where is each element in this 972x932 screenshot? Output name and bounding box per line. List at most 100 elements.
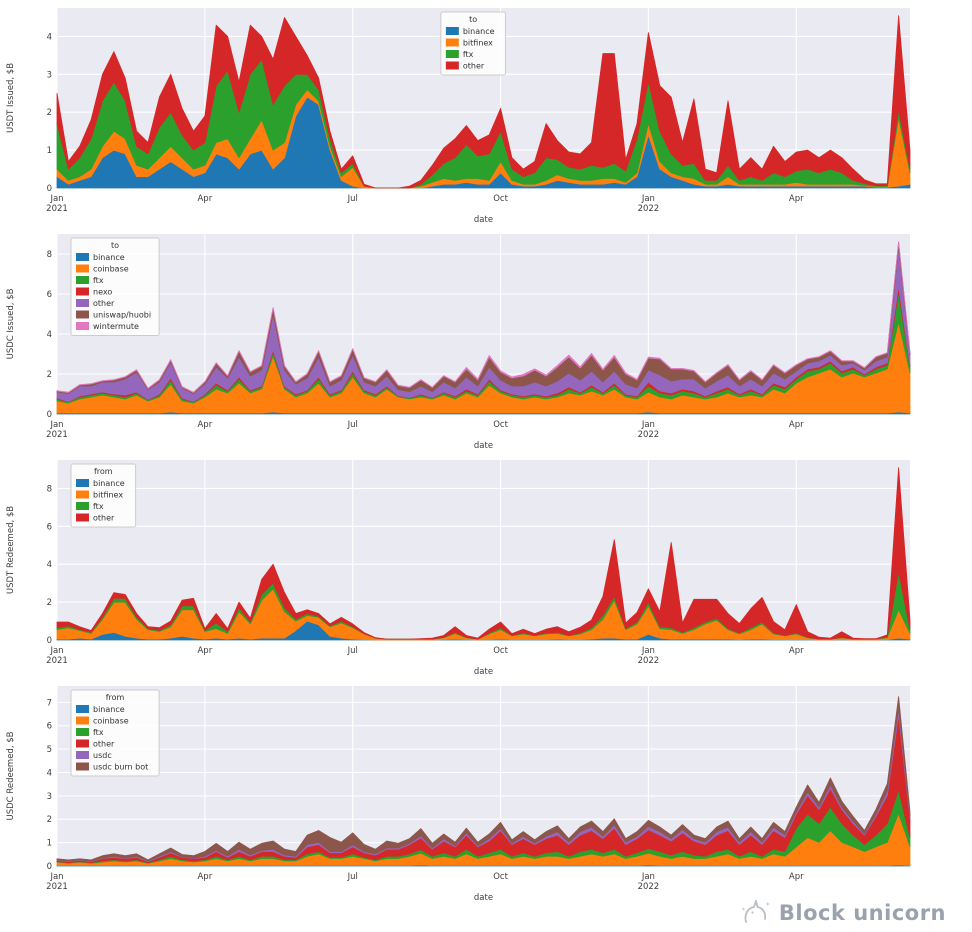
x-axis-label: date xyxy=(474,667,493,677)
legend-title: from xyxy=(106,693,125,702)
x-tick-label: Apr xyxy=(197,420,212,430)
x-tick-label: Oct xyxy=(493,194,508,204)
legend-swatch-ftx xyxy=(76,502,89,510)
legend-label: binance xyxy=(93,253,125,262)
x-tick-label: Jan xyxy=(49,646,63,656)
x-tick-label: Apr xyxy=(197,872,212,882)
legend: to binance bitfinex ftx other xyxy=(440,11,506,76)
legend-swatch-binance xyxy=(76,705,89,713)
legend-label: ftx xyxy=(93,502,104,511)
usdt-redeemed-chart: 0 2 4 6 8 Jan 2021 Apr Jul Oct Jan 2022 Apr USDT Rede… xyxy=(0,454,972,680)
x-tick-label: Jan xyxy=(49,194,63,204)
y-tick-label: 2 xyxy=(47,370,52,380)
y-tick-label: 0 xyxy=(47,636,52,646)
usdt-issued-chart: 0 1 2 3 4 Jan 2021 Apr Jul Oct Jan 2022 Apr USDT Issu… xyxy=(0,2,972,228)
y-tick-label: 6 xyxy=(47,290,52,300)
x-tick-label: Jan xyxy=(641,646,655,656)
legend: from binance bitfinex ftx other xyxy=(70,463,137,528)
legend-label: uniswap/huobi xyxy=(93,311,151,320)
legend-swatch-coinbase xyxy=(76,264,89,273)
legend-label: binance xyxy=(93,479,125,488)
legend-label: other xyxy=(93,740,115,749)
x-tick-label: Jan xyxy=(641,194,655,204)
legend-label: other xyxy=(93,514,115,523)
y-axis-label: USDT Issued, $B xyxy=(6,63,16,133)
x-tick-label: Apr xyxy=(197,194,212,204)
y-tick-label: 1 xyxy=(47,839,52,849)
y-tick-label: 8 xyxy=(47,484,52,494)
legend-swatch-binance xyxy=(76,253,89,261)
charts-stack: 0 1 2 3 4 Jan 2021 Apr Jul Oct Jan 2022 Apr USDT Issu… xyxy=(0,2,972,906)
y-tick-label: 0 xyxy=(47,862,52,872)
legend-label: ftx xyxy=(93,276,104,285)
y-tick-label: 4 xyxy=(47,768,52,778)
y-tick-label: 0 xyxy=(47,184,52,194)
x-tick-year-label: 2022 xyxy=(638,204,660,214)
legend-label: coinbase xyxy=(93,265,129,274)
legend-label: binance xyxy=(463,27,495,36)
series-area-usdc-burn-bot xyxy=(56,696,911,862)
y-tick-label: 0 xyxy=(47,410,52,420)
y-axis-label: USDC Issued, $B xyxy=(6,288,16,359)
legend-swatch-bitfinex xyxy=(445,38,459,47)
y-tick-label: 4 xyxy=(47,32,52,42)
legend-swatch-binance xyxy=(445,27,459,35)
y-tick-label: 5 xyxy=(47,745,52,755)
legend-swatch-bitfinex xyxy=(76,490,89,499)
legend-label: other xyxy=(93,299,115,308)
legend-box xyxy=(70,689,160,777)
block-unicorn-watermark: Block unicorn xyxy=(740,900,946,926)
legend-label: ftx xyxy=(93,728,104,737)
legend-swatch-ftx xyxy=(76,276,89,284)
legend-swatch-coinbase xyxy=(76,716,89,725)
x-tick-label: Oct xyxy=(493,872,508,882)
x-tick-label: Apr xyxy=(789,646,804,656)
y-tick-label: 1 xyxy=(47,146,52,156)
legend-swatch-uniswap-huobi xyxy=(76,310,89,319)
series-area-other xyxy=(56,467,911,640)
legend-swatch-other xyxy=(76,513,89,522)
legend-label: other xyxy=(463,62,485,71)
y-tick-label: 7 xyxy=(47,698,52,708)
legend-label: ftx xyxy=(463,50,474,59)
y-axis-label: USDT Redeemed, $B xyxy=(6,506,16,594)
x-axis-label: date xyxy=(474,441,493,451)
y-tick-label: 3 xyxy=(47,792,52,802)
legend-label: bitfinex xyxy=(463,39,493,48)
y-tick-label: 4 xyxy=(47,330,52,340)
x-tick-label: Jan xyxy=(49,872,63,882)
y-tick-label: 6 xyxy=(47,722,52,732)
legend-label: binance xyxy=(93,705,125,714)
x-tick-label: Oct xyxy=(493,420,508,430)
y-tick-label: 2 xyxy=(47,598,52,608)
y-tick-label: 2 xyxy=(47,815,52,825)
x-tick-year-label: 2021 xyxy=(46,656,68,666)
legend-label: bitfinex xyxy=(93,491,123,500)
x-tick-label: Apr xyxy=(789,194,804,204)
series-area-other xyxy=(56,15,911,189)
usdc-issued-chart: 0 2 4 6 8 Jan 2021 Apr Jul Oct Jan 2022 Apr USDC Issu… xyxy=(0,228,972,454)
legend-swatch-other xyxy=(76,299,89,307)
x-tick-year-label: 2021 xyxy=(46,204,68,214)
legend: from binance coinbase ftx other usdc usdc burn… xyxy=(70,689,160,777)
y-tick-label: 6 xyxy=(47,522,52,532)
x-tick-label: Jan xyxy=(641,872,655,882)
legend-swatch-ftx xyxy=(76,728,89,736)
watermark-text: Block unicorn xyxy=(778,901,946,925)
legend-swatch-usdc-burn-bot xyxy=(76,762,89,771)
x-tick-label: Apr xyxy=(789,872,804,882)
legend-swatch-wintermute xyxy=(76,322,89,330)
x-tick-label: Jan xyxy=(641,420,655,430)
x-tick-label: Oct xyxy=(493,646,508,656)
y-tick-label: 8 xyxy=(47,250,52,260)
x-tick-year-label: 2021 xyxy=(46,882,68,892)
x-tick-label: Jul xyxy=(347,194,358,204)
legend-label: coinbase xyxy=(93,717,129,726)
x-tick-label: Jul xyxy=(347,872,358,882)
legend-title: from xyxy=(94,467,113,476)
legend-label: wintermute xyxy=(93,322,139,331)
x-tick-label: Apr xyxy=(197,646,212,656)
y-tick-label: 4 xyxy=(47,560,52,570)
